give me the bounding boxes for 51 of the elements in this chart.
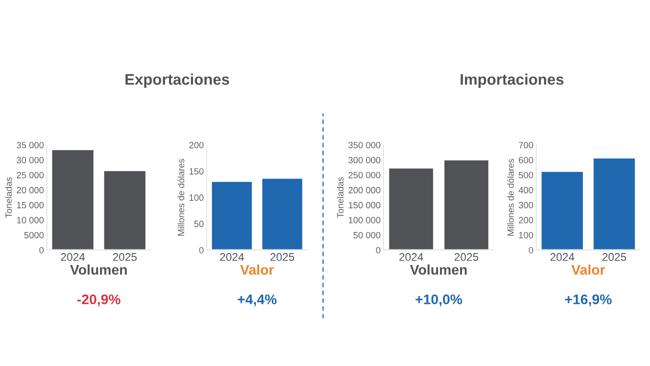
chart-title: Exportaciones — [126, 74, 230, 88]
y-tick-label: 200 — [189, 142, 204, 148]
text: +16,9% — [565, 294, 612, 306]
y-tick-label: 5000 — [24, 232, 44, 238]
y-tick-label: 10 000 — [17, 216, 44, 224]
x-tick-label: 2025 — [113, 253, 137, 261]
y-tick-label: 400 — [518, 186, 534, 194]
y-axis-title: Millones de dólares — [178, 158, 184, 236]
y-tick-label: 700 — [518, 142, 534, 148]
y-tick-label: 600 — [518, 156, 534, 164]
y-tick-label: 150 000 — [348, 202, 380, 208]
y-tick-label: 100 — [190, 194, 204, 201]
x-tick-label: 2025 — [602, 253, 626, 261]
y-axis-title: Millones de dólares — [507, 158, 514, 236]
y-tick-label: 0 — [376, 246, 380, 254]
y-tick-label: 0 — [528, 246, 534, 254]
x-tick-label: 2025 — [270, 253, 294, 261]
x-tick-label: 2024 — [399, 253, 424, 261]
y-tick-label: 50 — [194, 220, 204, 228]
y-tick-label: 300 — [518, 202, 534, 208]
y-tick-label: 35 000 — [16, 142, 44, 148]
x-axis-title: Volumen — [70, 264, 127, 275]
y-tick-label: 15 000 — [17, 202, 44, 208]
y-tick-label: 350 000 — [348, 142, 380, 148]
y-tick-label: 25 000 — [16, 172, 44, 178]
y-tick-label: 150 — [190, 168, 204, 175]
y-tick-label: 0 — [39, 246, 44, 254]
text: +4,4% — [238, 294, 277, 306]
y-tick-label: 0 — [199, 246, 204, 254]
y-tick-label: 200 — [518, 216, 534, 224]
text: +10,0% — [416, 294, 462, 306]
y-tick-label: 100 — [519, 232, 534, 238]
y-tick-label: 20 000 — [16, 186, 44, 194]
x-tick-label: 2024 — [220, 253, 244, 261]
y-tick-label: 30 000 — [16, 156, 44, 164]
text: -20,9% — [77, 294, 120, 306]
x-axis-title: Volumen — [410, 264, 467, 275]
y-tick-label: 200 000 — [348, 186, 380, 194]
y-axis-title: Toneladas — [5, 177, 12, 218]
chart-title: Importaciones — [460, 74, 564, 88]
y-tick-label: 100 000 — [348, 216, 380, 224]
y-tick-label: 50 000 — [353, 232, 380, 238]
y-axis-title: Toneladas — [336, 177, 344, 218]
x-tick-label: 2025 — [454, 253, 478, 261]
x-tick-label: 2024 — [61, 253, 85, 261]
y-tick-label: 250 000 — [348, 172, 380, 178]
y-tick-label: 500 — [518, 172, 534, 178]
x-tick-label: 2024 — [550, 253, 574, 261]
x-axis-title: Valor — [571, 264, 606, 275]
x-axis-title: Valor — [240, 264, 274, 275]
y-tick-label: 300 000 — [348, 156, 380, 164]
